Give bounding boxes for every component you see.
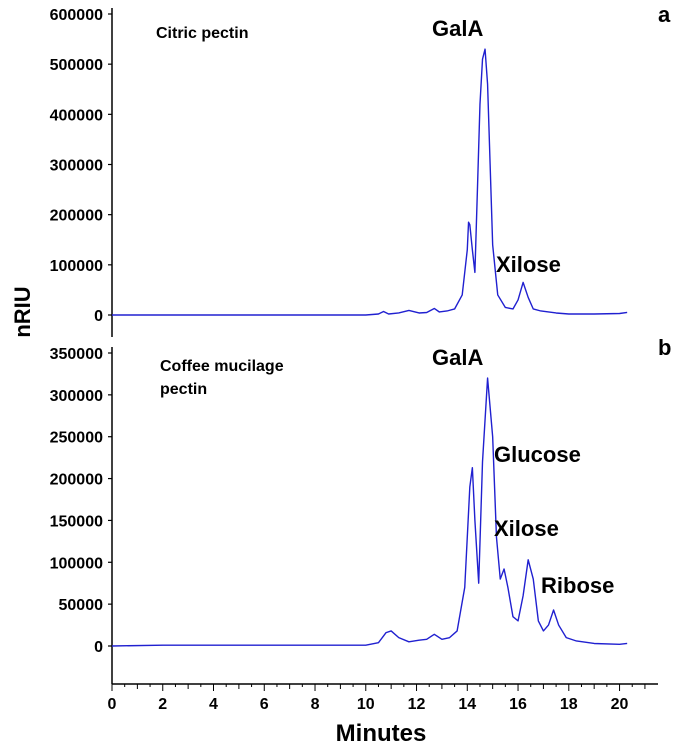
x-tick-label: 6 bbox=[260, 696, 269, 713]
peak-label: Ribose bbox=[541, 573, 614, 598]
x-tick-label: 2 bbox=[158, 696, 167, 713]
peak-label: GalA bbox=[432, 16, 483, 41]
y-tick-label: 100000 bbox=[50, 555, 103, 572]
y-tick-label: 500000 bbox=[50, 57, 103, 74]
x-tick-label: 20 bbox=[611, 696, 629, 713]
panel-a: 0 100000 200000 300000 400000 500000 600000 Cit… bbox=[50, 2, 671, 337]
peak-label: GalA bbox=[432, 345, 483, 370]
sample-label: pectin bbox=[160, 381, 207, 398]
x-tick-label: 10 bbox=[357, 696, 375, 713]
y-tick-label: 200000 bbox=[50, 472, 103, 489]
x-tick-label: 14 bbox=[458, 696, 476, 713]
y-tick-label: 150000 bbox=[50, 513, 103, 530]
y-tick-label: 400000 bbox=[50, 107, 103, 124]
panel-letter: a bbox=[658, 2, 671, 27]
x-axis: 0 2 4 6 8 10 12 14 16 18 20 bbox=[108, 683, 658, 713]
y-tick-label: 250000 bbox=[50, 430, 103, 447]
y-tick-label: 300000 bbox=[50, 388, 103, 405]
x-tick-label: 4 bbox=[209, 696, 218, 713]
x-axis-title: Minutes bbox=[336, 720, 427, 747]
y-tick-label: 100000 bbox=[50, 258, 103, 275]
y-tick-label: 0 bbox=[94, 308, 103, 325]
x-tick-label: 12 bbox=[408, 696, 426, 713]
y-tick-label: 300000 bbox=[50, 158, 103, 175]
sample-label: Citric pectin bbox=[156, 25, 248, 42]
x-tick-label: 0 bbox=[108, 696, 117, 713]
peak-label: Xilose bbox=[496, 252, 561, 277]
y-axis-title: nRIU bbox=[10, 286, 35, 337]
y-tick-label: 600000 bbox=[50, 7, 103, 24]
chromatogram-line-a bbox=[112, 48, 628, 316]
sample-label: Coffee mucilage bbox=[160, 358, 284, 375]
y-tick-label: 350000 bbox=[50, 346, 103, 363]
panel-b: 0 50000 100000 150000 200000 250000 300000 3500… bbox=[50, 335, 671, 684]
peak-label: Xilose bbox=[494, 516, 559, 541]
peak-label: Glucose bbox=[494, 442, 581, 467]
y-tick-label: 0 bbox=[94, 639, 103, 656]
x-tick-label: 8 bbox=[311, 696, 320, 713]
chromatogram-line-b bbox=[111, 377, 628, 647]
y-tick-label: 200000 bbox=[50, 208, 103, 225]
x-tick-label: 16 bbox=[509, 696, 527, 713]
x-tick-label: 18 bbox=[560, 696, 578, 713]
y-tick-label: 50000 bbox=[59, 597, 104, 614]
panel-letter: b bbox=[658, 335, 671, 360]
